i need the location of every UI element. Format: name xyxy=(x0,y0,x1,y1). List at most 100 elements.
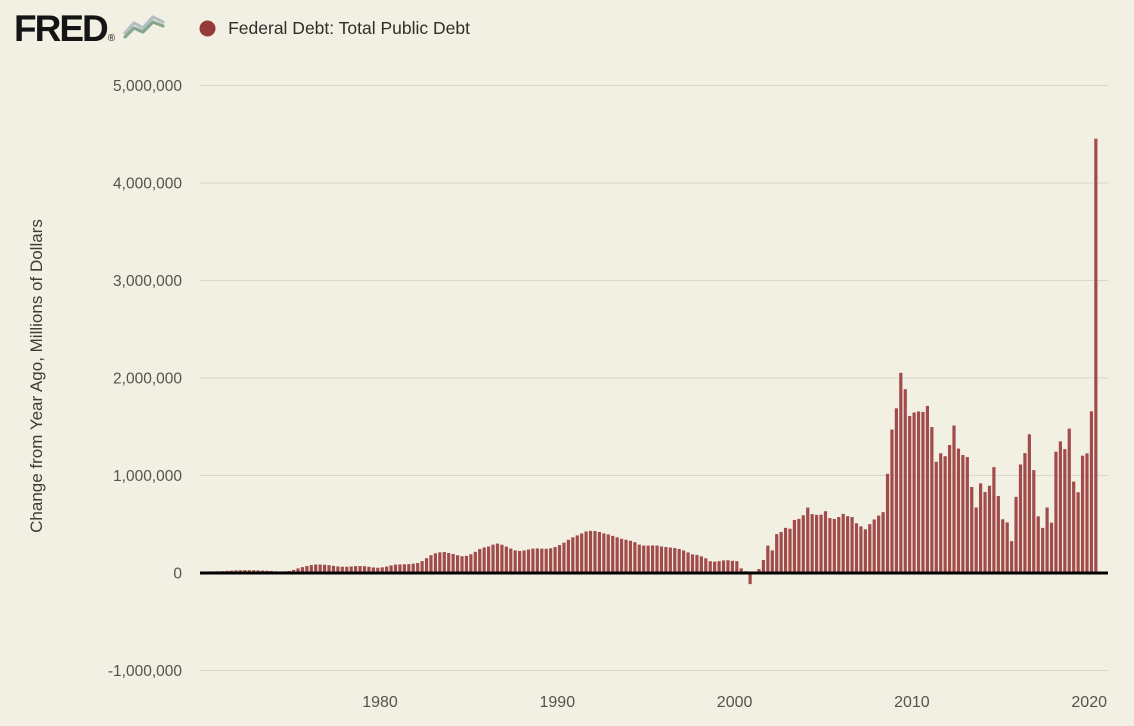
bar xyxy=(921,411,925,573)
bar xyxy=(584,531,588,573)
bar xyxy=(939,453,943,573)
bar xyxy=(713,561,717,573)
y-axis-title: Change from Year Ago, Millions of Dollar… xyxy=(27,219,46,533)
bar xyxy=(1036,516,1040,573)
bar xyxy=(544,548,548,573)
fred-logo: FRED ® xyxy=(14,10,165,47)
bar xyxy=(349,566,353,573)
bar xyxy=(518,550,522,574)
bar xyxy=(970,487,974,573)
bar xyxy=(588,530,593,573)
bar xyxy=(411,563,415,573)
bar xyxy=(487,546,491,573)
bar xyxy=(433,553,438,573)
bar xyxy=(726,560,730,573)
bar xyxy=(912,412,916,573)
bar xyxy=(1005,522,1009,573)
bar xyxy=(407,564,411,573)
y-tick-label: 1,000,000 xyxy=(113,468,182,485)
bar xyxy=(682,550,686,573)
bar xyxy=(992,467,996,574)
bar xyxy=(1027,434,1031,573)
bar xyxy=(846,516,850,573)
bar xyxy=(757,569,761,573)
bar xyxy=(717,561,721,573)
x-tick-label: 2000 xyxy=(717,694,753,711)
bar xyxy=(571,537,575,574)
bar xyxy=(522,550,526,573)
bar xyxy=(965,457,969,573)
bar xyxy=(810,514,814,573)
bar xyxy=(633,542,637,573)
bar xyxy=(420,561,424,573)
y-tick-label: 2,000,000 xyxy=(113,370,182,387)
bar xyxy=(983,492,987,573)
bar xyxy=(322,564,327,573)
bar xyxy=(1063,449,1067,573)
bar xyxy=(872,519,876,573)
bar xyxy=(1049,522,1054,573)
bar xyxy=(708,561,712,573)
bar xyxy=(296,568,300,573)
bar xyxy=(504,546,508,573)
bar xyxy=(677,549,681,573)
bar xyxy=(974,507,978,573)
bar xyxy=(841,513,845,573)
bar xyxy=(619,538,624,573)
chart-header: FRED ® Federal Debt: Total Public Debt xyxy=(14,10,470,47)
bar xyxy=(354,566,358,573)
bar xyxy=(775,534,779,573)
bar xyxy=(885,473,890,573)
bar xyxy=(730,560,734,573)
bar xyxy=(859,526,863,573)
bar xyxy=(531,548,535,574)
bar xyxy=(327,565,331,573)
bar xyxy=(1089,411,1094,573)
x-tick-label: 1980 xyxy=(362,694,398,711)
bar xyxy=(655,545,659,573)
bar xyxy=(930,427,934,573)
bar xyxy=(890,429,894,573)
bar xyxy=(668,547,672,573)
bar xyxy=(309,565,313,573)
x-tick-label: 2020 xyxy=(1071,694,1107,711)
bar xyxy=(314,564,318,573)
bar xyxy=(371,567,375,573)
bar xyxy=(819,514,823,573)
bar xyxy=(987,485,992,573)
bar xyxy=(509,548,513,573)
bar xyxy=(455,555,460,573)
bar xyxy=(340,566,344,573)
bar xyxy=(806,507,810,573)
bar xyxy=(651,545,655,573)
bar xyxy=(894,408,898,573)
bar xyxy=(903,389,907,573)
bar xyxy=(526,549,531,573)
bar xyxy=(1014,496,1018,573)
bar xyxy=(291,569,296,573)
bar xyxy=(815,514,819,573)
bar xyxy=(979,483,983,573)
bar xyxy=(695,554,699,574)
bar xyxy=(1080,455,1085,573)
bar xyxy=(646,545,650,573)
bar xyxy=(473,551,477,573)
bar xyxy=(331,565,336,573)
bar xyxy=(934,461,938,573)
bar xyxy=(566,539,570,573)
bar xyxy=(478,549,482,573)
bar xyxy=(868,524,872,573)
bar xyxy=(1054,451,1058,573)
y-tick-label: 3,000,000 xyxy=(113,273,182,290)
y-tick-label: 4,000,000 xyxy=(113,175,182,192)
bar xyxy=(673,548,677,573)
bar xyxy=(500,544,504,573)
bar xyxy=(704,558,708,573)
bar xyxy=(318,564,322,573)
bar xyxy=(362,566,367,573)
bar xyxy=(464,555,469,573)
bar xyxy=(828,518,832,573)
bar xyxy=(832,518,836,574)
bar xyxy=(385,566,389,574)
